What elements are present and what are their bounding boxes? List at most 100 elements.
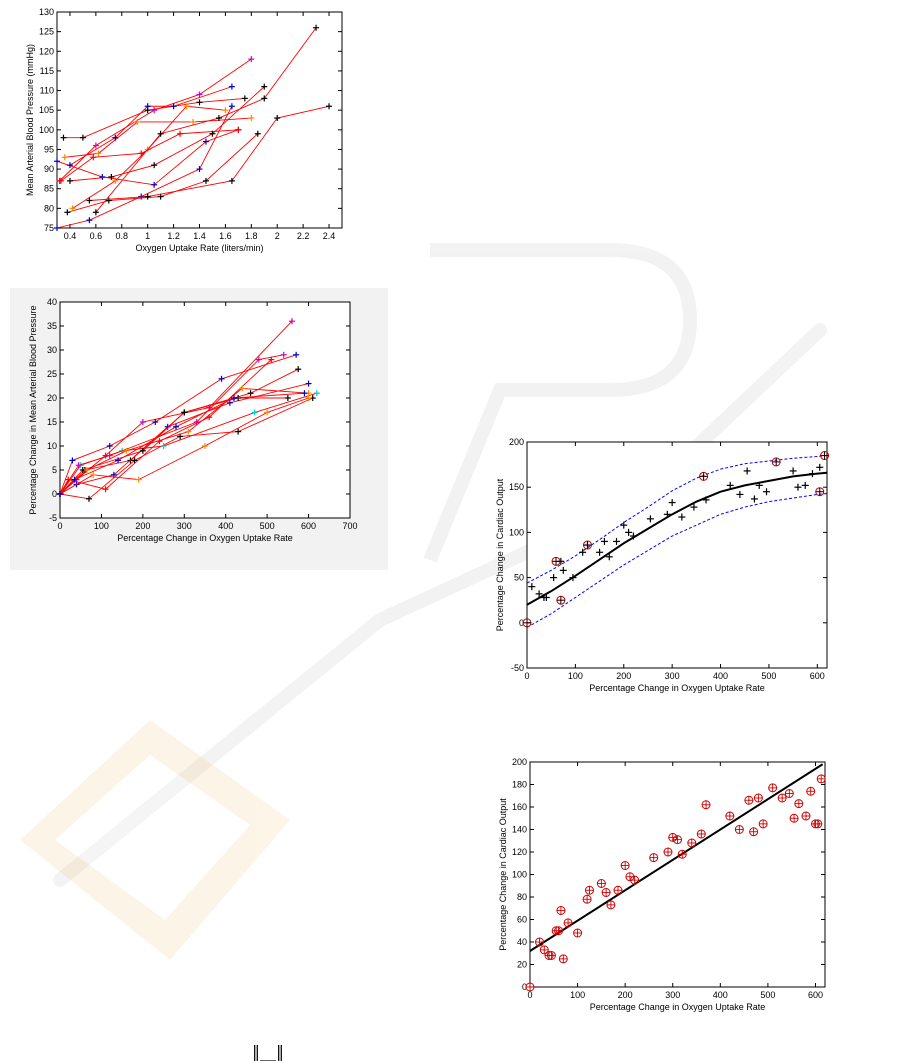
c3-upper-band <box>526 455 828 584</box>
c1-series-point <box>228 177 235 184</box>
c3-fit-curve <box>526 471 828 606</box>
c1-xtick-label: 1.4 <box>193 231 206 241</box>
c1-xtick-label: 1 <box>145 231 150 241</box>
c2-series-point <box>235 428 242 435</box>
c1-series-point <box>60 134 67 141</box>
c3-plus-point <box>678 513 686 521</box>
chart-cardiac-output-band: 0 100 200 300 400 500 600 -50 0 50 100 150 200 Percen… <box>492 432 837 702</box>
c3-circle-point <box>699 471 709 481</box>
c1-series-point <box>54 225 60 231</box>
c1-xtick-label: 1.8 <box>245 231 258 241</box>
c4-data-point <box>701 800 711 810</box>
c2-series-line <box>59 397 288 495</box>
c2-xtick-label: 700 <box>342 521 357 531</box>
c4-data-point <box>663 847 673 857</box>
c2-xtick-label: 0 <box>57 521 62 531</box>
c1-series-point <box>248 115 255 122</box>
c1-series-point <box>157 130 164 137</box>
c4-data-point <box>794 799 804 809</box>
c3-plus-point <box>613 537 621 545</box>
c4-data-point <box>687 838 697 848</box>
c2-series-point <box>202 443 208 449</box>
c4-ytick-label: 180 <box>512 780 527 790</box>
c4-ytick-label: 200 <box>512 757 527 767</box>
c1-plot-area <box>56 11 343 229</box>
c4-data-point <box>813 819 823 829</box>
c2-series-point <box>71 476 78 483</box>
c3-plus-point <box>596 548 604 556</box>
c4-data-point <box>816 774 826 784</box>
c2-series-point <box>123 447 130 454</box>
c2-series-point <box>226 399 233 406</box>
c3-circle-point <box>551 556 561 566</box>
c2-series-point <box>106 452 113 459</box>
chart-blood-pressure-vs-oxygen: 0.4 0.6 0.8 1 1.2 1.4 1.6 1.8 2 2.2 2.4 75 80 85 90 95 1… <box>20 7 350 253</box>
c4-ylabel: Percentage Change in Cardiac Output <box>498 798 508 951</box>
c4-ytick-label: 160 <box>512 802 527 812</box>
c3-ytick-label: 150 <box>509 482 524 492</box>
c4-data-point <box>563 918 573 928</box>
c2-ytick-label: 10 <box>47 441 57 451</box>
c3-ytick-label: 50 <box>514 573 524 583</box>
c2-plot-area <box>59 301 351 519</box>
c2-series-line <box>59 392 305 495</box>
c1-series-point <box>326 103 333 110</box>
c3-plus-point <box>801 481 809 489</box>
c1-xtick-label: 2 <box>275 231 280 241</box>
c3-ytick-label: -50 <box>511 663 524 673</box>
c1-series-point <box>202 138 209 145</box>
c1-series-point <box>144 103 151 110</box>
c3-plus-point <box>579 548 587 556</box>
c1-series-point <box>177 130 184 137</box>
c1-series-point <box>228 83 235 90</box>
c4-data-point <box>668 832 678 842</box>
c1-series-point <box>66 162 73 169</box>
c1-series-point <box>112 134 119 141</box>
c1-series-point <box>151 162 158 169</box>
c2-series-point <box>135 476 142 483</box>
c2-series-point <box>251 409 258 416</box>
c2-series-point <box>102 486 109 493</box>
c4-xtick-label: 600 <box>808 990 823 1000</box>
c2-series-point <box>69 457 76 464</box>
c1-ytick-label: 130 <box>39 7 54 17</box>
c3-plus-point <box>736 490 744 498</box>
c1-xtick-label: 1.6 <box>219 231 232 241</box>
c1-xtick-label: 0.6 <box>90 231 103 241</box>
c2-series-point <box>160 443 167 449</box>
c4-ytick-label: 120 <box>512 847 527 857</box>
c1-series-point <box>90 154 97 161</box>
c3-circle-point <box>556 595 566 605</box>
c2-ytick-label: 0 <box>52 489 57 499</box>
c4-fit-line <box>529 763 824 952</box>
c2-series-point <box>106 443 113 449</box>
c2-series-line <box>59 387 309 495</box>
c1-series-point <box>241 95 248 102</box>
chart-percent-bp-vs-oxygen: 0 100 200 300 400 500 600 700 -5 0 5 10 15 20 25 30 35 40… <box>10 288 388 570</box>
c2-series-point <box>173 423 179 430</box>
c1-series-point <box>69 205 76 212</box>
c2-series-point <box>181 409 188 416</box>
c1-series-point <box>209 130 216 137</box>
c4-xtick-label: 100 <box>570 990 585 1000</box>
c2-series-point <box>131 457 138 464</box>
c3-plus-point <box>646 515 654 523</box>
c4-data-point <box>596 879 606 888</box>
chart-3-svg: 0 100 200 300 400 500 600-50050100150200Percen… <box>495 437 830 693</box>
c4-data-point <box>677 849 687 859</box>
c1-ytick-label: 80 <box>44 203 54 213</box>
c3-plus-point <box>808 470 816 478</box>
c1-series-point <box>151 181 158 188</box>
c2-xtick-label: 500 <box>260 521 275 531</box>
c1-series-point <box>196 166 203 173</box>
c4-data-point <box>673 835 682 845</box>
c1-xlabel: Oxygen Uptake Rate (liters/min) <box>135 243 263 253</box>
c4-data-point <box>546 951 556 960</box>
c4-data-point <box>630 875 640 885</box>
c3-plus-point <box>702 496 710 504</box>
c2-series-point <box>90 471 97 478</box>
c3-xtick-label: 300 <box>665 671 680 681</box>
c4-xtick-label: 500 <box>760 990 775 1000</box>
c3-circle-point <box>582 540 592 550</box>
c3-plus-point <box>528 583 536 591</box>
